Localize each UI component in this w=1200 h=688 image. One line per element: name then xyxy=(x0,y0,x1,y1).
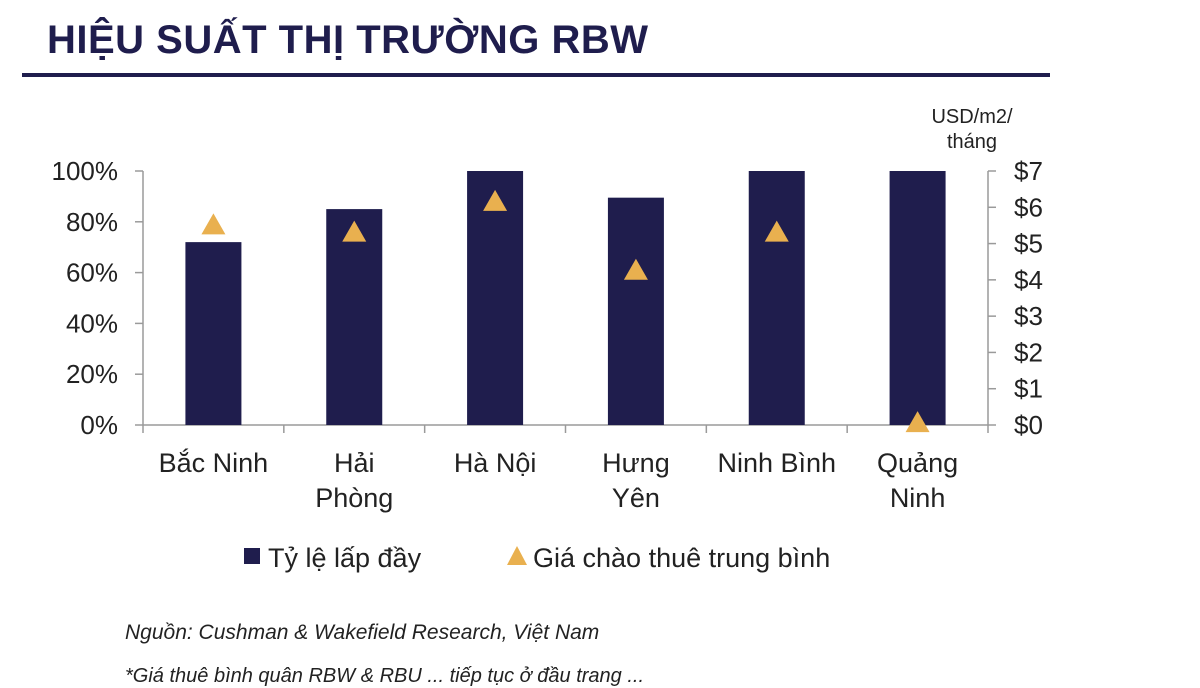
y-right-tick-label: $0 xyxy=(1014,410,1043,440)
y-right-axis-label: USD/m2/ xyxy=(931,106,1013,128)
y-right-tick-label: $7 xyxy=(1014,156,1043,186)
bar xyxy=(185,242,242,425)
y-left-tick-label: 0% xyxy=(80,410,118,440)
bar xyxy=(467,171,524,425)
y-right-tick-label: $2 xyxy=(1014,337,1043,367)
y-right-tick-label: $6 xyxy=(1014,192,1043,222)
x-category-label: Bắc Ninh xyxy=(159,447,269,478)
source-note: Nguồn: Cushman & Wakefield Research, Việ… xyxy=(125,621,600,644)
legend-swatch-bar xyxy=(244,548,260,564)
y-left-tick-label: 60% xyxy=(66,258,118,288)
x-category-label: Hải xyxy=(334,448,375,478)
y-left-tick-label: 40% xyxy=(66,308,118,338)
bar xyxy=(607,197,664,425)
y-left-tick-label: 20% xyxy=(66,359,118,389)
title-underline xyxy=(22,73,1050,77)
x-category-label: Hưng xyxy=(602,448,670,478)
legend-label: Giá chào thuê trung bình xyxy=(533,543,830,573)
x-category-label: Hà Nội xyxy=(454,448,537,478)
y-left-tick-label: 100% xyxy=(52,156,119,186)
footnote: *Giá thuê bình quân RBW & RBU ... tiếp t… xyxy=(125,665,645,687)
x-category-label: Ninh xyxy=(890,483,946,513)
y-right-axis-label: tháng xyxy=(947,131,997,153)
marker-triangle xyxy=(905,411,930,433)
page-title: HIỆU SUẤT THỊ TRƯỜNG RBW xyxy=(47,18,649,62)
x-category-label: Ninh Bình xyxy=(717,448,836,478)
y-left-tick-label: 80% xyxy=(66,207,118,237)
marker-triangle xyxy=(342,220,367,242)
legend-label: Tỷ lệ lấp đầy xyxy=(268,543,422,573)
marker-triangle xyxy=(764,220,789,242)
y-right-tick-label: $1 xyxy=(1014,374,1043,404)
y-right-tick-label: $5 xyxy=(1014,229,1043,259)
marker-triangle xyxy=(623,258,648,280)
x-category-label: Phòng xyxy=(315,483,393,513)
y-right-tick-label: $4 xyxy=(1014,265,1043,295)
bar xyxy=(748,171,805,425)
x-category-label: Yên xyxy=(612,483,660,513)
y-right-tick-label: $3 xyxy=(1014,301,1043,331)
marker-triangle xyxy=(483,189,508,211)
legend-swatch-marker xyxy=(507,546,527,565)
bar xyxy=(326,209,383,425)
x-category-label: Quảng xyxy=(877,448,958,478)
marker-triangle xyxy=(201,213,226,235)
bar xyxy=(889,171,946,425)
